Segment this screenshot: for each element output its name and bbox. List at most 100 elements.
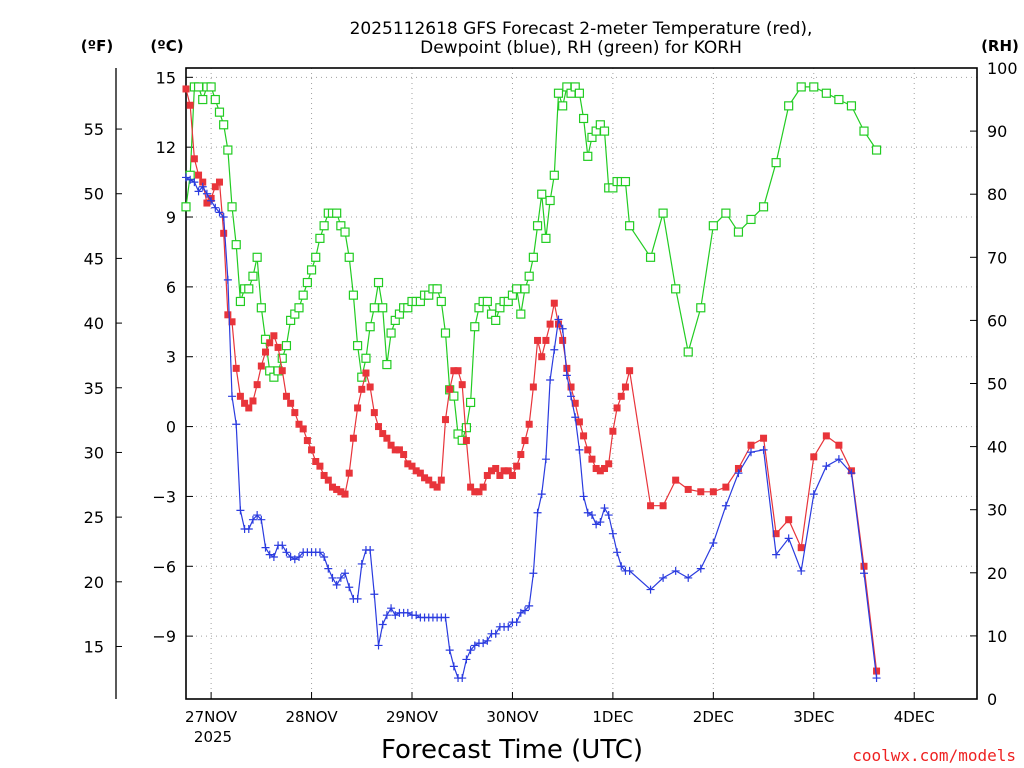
dewpoint-point [809, 490, 818, 499]
rh-point [821, 88, 831, 98]
rh-point [235, 296, 246, 307]
rh-point [386, 328, 396, 338]
rh-tick-label: 90 [987, 122, 1007, 141]
temperature-point [345, 469, 353, 477]
temperature-point [383, 434, 391, 442]
rh-point [620, 176, 631, 187]
dewpoint-point [202, 189, 211, 198]
rh-point [553, 88, 564, 98]
chart-title-line-2: Dewpoint (blue), RH (green) for KORH [420, 38, 742, 58]
dewpoint-point [759, 445, 768, 454]
rh-point [846, 101, 857, 111]
dewpoint-point [709, 538, 718, 547]
dewpoint-point [567, 392, 576, 401]
temperature-point [697, 488, 705, 496]
rh-point [671, 284, 681, 294]
temperature-point [215, 178, 223, 186]
dewpoint-point [382, 611, 391, 620]
dewpoint-point [282, 548, 291, 557]
series-temperature [182, 85, 881, 675]
rh-point [302, 277, 312, 288]
temperature-point [504, 467, 512, 475]
dewpoint-point [378, 620, 387, 629]
rh-point [206, 82, 216, 92]
temperature-point [441, 416, 449, 424]
rh-point [382, 359, 392, 370]
celsius-axis-unit: (ºC) [150, 37, 183, 55]
temperature-point [626, 367, 634, 375]
rh-point [574, 88, 585, 98]
temperature-point [785, 516, 793, 524]
rh-point [315, 233, 325, 243]
dewpoint-point [228, 392, 237, 401]
celsius-tick-label: 9 [166, 208, 176, 227]
rh-point [512, 284, 522, 294]
temperature-point [341, 490, 349, 498]
rh-point [746, 214, 756, 225]
temperature-point [525, 420, 533, 428]
temperature-point [186, 101, 194, 109]
rh-point [658, 208, 668, 218]
rh-point [361, 353, 371, 363]
temperature-point [659, 502, 667, 510]
temperature-point [446, 385, 454, 393]
rh-point [181, 202, 191, 212]
temperature-point [295, 420, 303, 428]
dewpoint-point [533, 508, 542, 517]
temperature-point [550, 299, 558, 307]
dewpoint-point [613, 548, 622, 557]
temperature-point [538, 353, 546, 361]
dewpoint-point [198, 182, 207, 191]
rh-point [277, 353, 287, 363]
fahrenheit-tick-label: 55 [84, 120, 104, 139]
rh-point [223, 145, 233, 155]
temperature-point [492, 464, 500, 472]
rh-point [373, 277, 384, 288]
celsius-tick-label: −6 [152, 557, 176, 576]
temperature-point [278, 367, 286, 375]
rh-point [537, 189, 547, 199]
temperature-point [337, 488, 345, 496]
dewpoint-point [190, 178, 199, 187]
dewpoint-point [332, 580, 341, 589]
rh-point [482, 296, 492, 307]
fahrenheit-tick-label: 50 [84, 185, 104, 204]
rh-point [516, 309, 526, 319]
temperature-point [488, 467, 496, 475]
dewpoint-point [366, 545, 375, 554]
rh-point [558, 101, 568, 111]
dewpoint-point [441, 613, 450, 622]
rh-point [244, 284, 254, 294]
dewpoint-point [265, 550, 274, 559]
temperature-point [287, 399, 295, 407]
rh-point [440, 328, 451, 338]
rh-point [528, 252, 538, 262]
dewpoint-point [659, 573, 668, 582]
series-line [185, 88, 878, 672]
dewpoint-point [554, 315, 563, 324]
temperature-point [228, 318, 236, 326]
fahrenheit-tick-label: 25 [84, 508, 104, 527]
temperature-point [370, 409, 378, 417]
temperature-point [412, 467, 420, 475]
rh-point [871, 145, 882, 155]
credit-label: coolwx.com/models [852, 746, 1016, 765]
dewpoint-point [207, 196, 216, 205]
temperature-point [592, 464, 600, 472]
rh-point [193, 82, 204, 92]
dewpoint-point [391, 611, 400, 620]
rh-point [796, 82, 806, 92]
temperature-point [324, 476, 332, 484]
dewpoint-point [248, 515, 257, 524]
temperature-point [873, 667, 881, 675]
dewpoint-point [253, 511, 262, 520]
temperature-point [291, 409, 299, 417]
dewpoint-point [182, 173, 190, 182]
temperature-point [195, 171, 203, 179]
dewpoint-point [211, 203, 220, 212]
temperature-point [182, 85, 190, 93]
x-tick-label: 4DEC [894, 708, 935, 726]
x-tick-label: 27NOV [185, 708, 238, 726]
temperature-point [483, 471, 491, 479]
rh-point [733, 227, 744, 237]
